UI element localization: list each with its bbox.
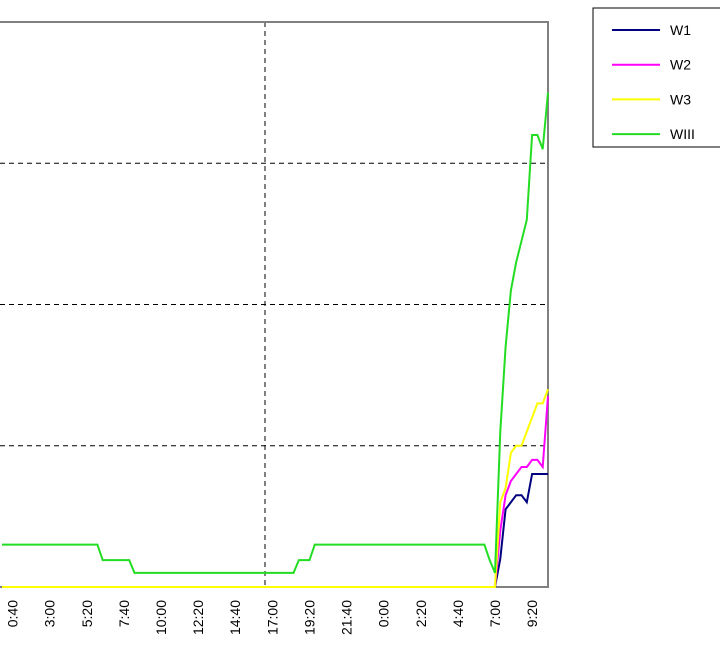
- x-tick-label: 0:40: [5, 600, 21, 627]
- x-tick-label: 5:20: [79, 600, 95, 627]
- x-tick-label: 17:00: [264, 600, 280, 635]
- x-tick-label: 4:40: [450, 600, 466, 627]
- x-tick-label: 0:00: [376, 600, 392, 627]
- x-tick-label: 19:20: [301, 600, 317, 635]
- legend-label: W2: [670, 57, 691, 73]
- x-tick-label: 14:40: [227, 600, 243, 635]
- series-line: [2, 388, 549, 588]
- x-tick-label: 10:00: [153, 600, 169, 635]
- series-line: [2, 92, 549, 574]
- x-tick-label: 21:40: [339, 600, 355, 635]
- legend-label: WIII: [670, 126, 695, 142]
- legend-box: [592, 7, 720, 148]
- x-tick-label: 7:00: [487, 600, 503, 627]
- x-tick-label: 12:20: [190, 600, 206, 635]
- series-line: [2, 473, 548, 588]
- legend-label: W3: [670, 91, 691, 107]
- x-tick-label: 2:20: [413, 600, 429, 627]
- x-tick-label: 3:00: [42, 600, 58, 627]
- legend-label: W1: [670, 22, 691, 38]
- series-line: [2, 396, 549, 588]
- x-tick-label: 7:40: [116, 600, 132, 627]
- x-tick-label: 9:20: [524, 600, 540, 627]
